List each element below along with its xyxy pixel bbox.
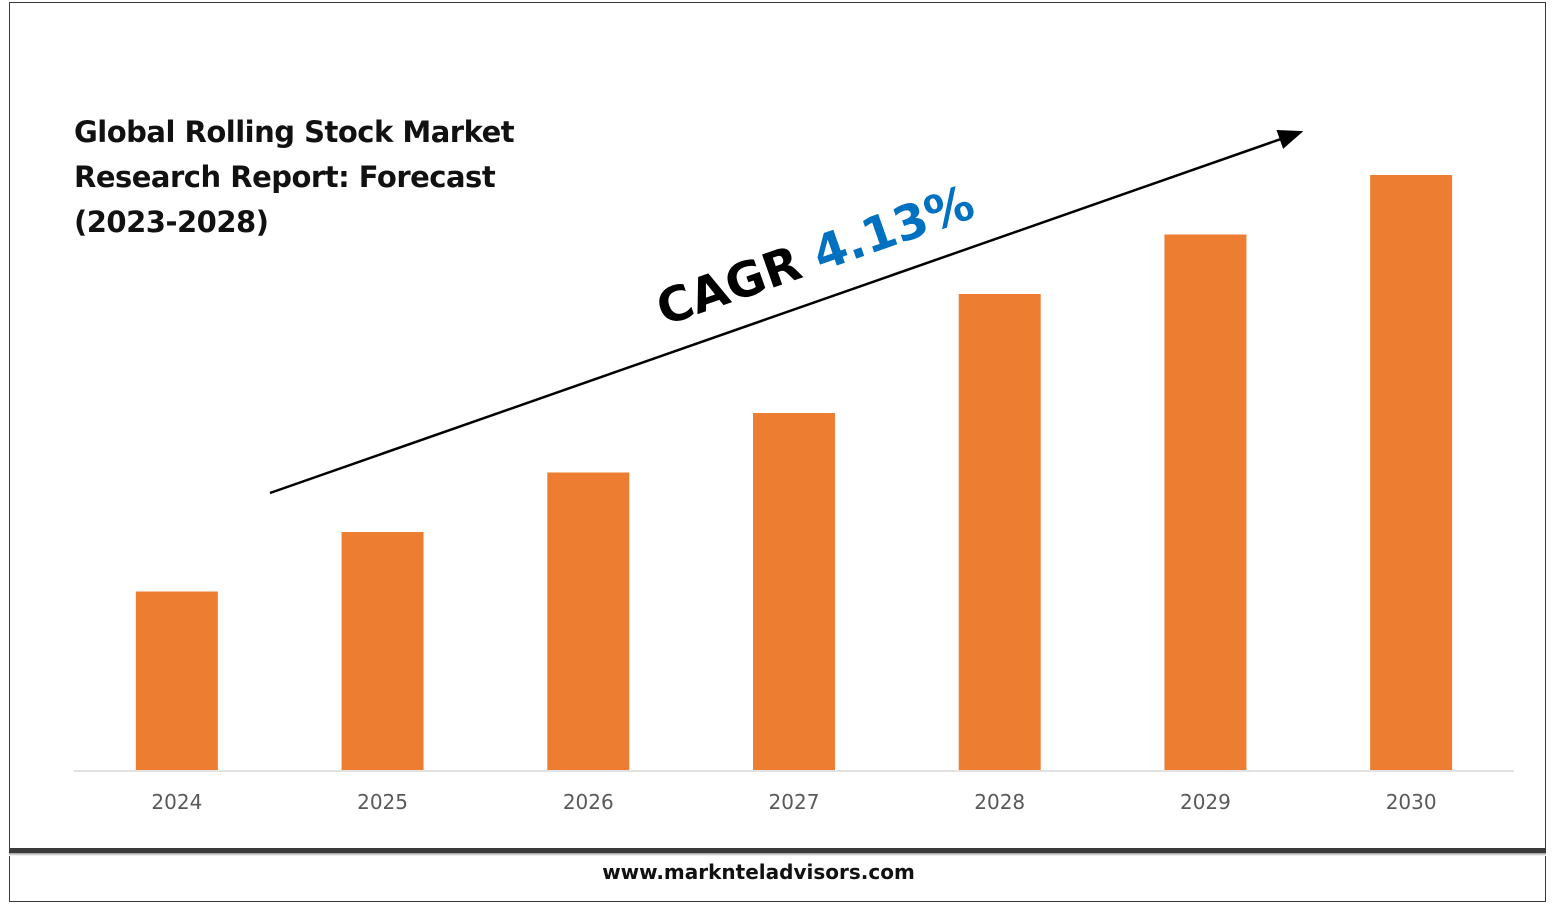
bar-series: [135, 175, 1453, 770]
cagr-annotation: CAGR 4.13%: [649, 175, 981, 338]
x-tick-label-2027: 2027: [769, 790, 820, 814]
bar-2024: [135, 591, 218, 770]
bar-2029: [1164, 234, 1247, 770]
bar-2025: [341, 532, 424, 770]
x-tick-label-2030: 2030: [1386, 790, 1437, 814]
bar-2028: [958, 294, 1041, 770]
x-tick-label-2029: 2029: [1180, 790, 1231, 814]
bar-2026: [547, 472, 630, 770]
cagr-trend-arrow: [269, 129, 1304, 495]
x-tick-label-2026: 2026: [563, 790, 614, 814]
x-tick-label-2028: 2028: [974, 790, 1025, 814]
bar-2027: [753, 413, 835, 770]
bar-2030: [1370, 175, 1453, 770]
x-tick-label-2025: 2025: [357, 790, 408, 814]
cagr-value: 4.13%: [806, 175, 982, 283]
chart-title-line-3: (2023-2028): [74, 205, 269, 239]
x-axis-tick-labels: 2024 2025 2026 2027 2028 2029 2030: [151, 790, 1436, 814]
cagr-label: CAGR: [649, 230, 824, 338]
chart-title-line-2: Research Report: Forecast: [74, 160, 496, 194]
x-tick-label-2024: 2024: [151, 790, 202, 814]
footer-website: www.marknteladvisors.com: [602, 860, 915, 884]
chart-title-line-1: Global Rolling Stock Market: [74, 115, 515, 149]
footer-divider: [9, 848, 1546, 856]
chart-title: Global Rolling Stock Market Research Rep…: [74, 110, 544, 245]
